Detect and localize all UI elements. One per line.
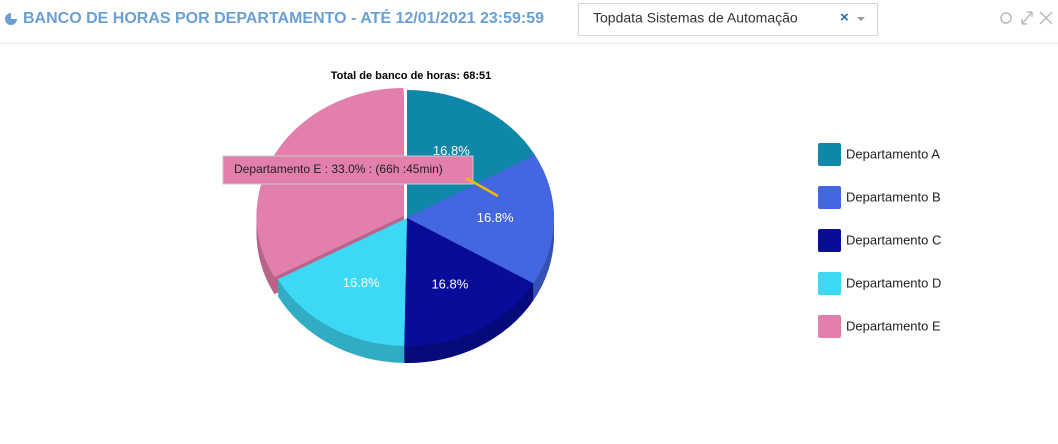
tooltip-text: Departamento E : 33.0% : (66h :45min) [234,162,443,176]
header-icon-cut [11,13,17,19]
pie: 16.8%16.8%16.8%16.8%33.0% [256,87,554,363]
close-icon[interactable] [1039,11,1053,25]
pie-slice [277,218,407,346]
legend-swatch [818,143,841,166]
legend-swatch [818,186,841,209]
legend-label: Departamento A [846,146,940,161]
legend-swatch [818,272,841,295]
tooltip-pointer [465,176,499,198]
value-label: 16.8% [431,277,468,292]
pie-slice [407,90,535,218]
clear-button[interactable]: × [840,9,849,26]
legend: Departamento A Departamento B Departamento… [818,143,941,338]
pie-slice [407,154,554,284]
legend-label: Departamento C [846,232,941,247]
legend-swatch [818,315,841,338]
legend-label: Departamento D [846,275,941,290]
value-label: 16.8% [433,143,470,158]
expand-icon[interactable] [1021,11,1033,25]
dropdown-arrow[interactable] [857,17,865,21]
value-label: 16.8% [343,275,380,290]
value-label: 16.8% [477,210,514,225]
legend-label: Departamento E [846,318,941,333]
company-select-text: Topdata Sistemas de Automação [593,10,798,26]
legend-swatch [818,229,841,252]
chart-title: Total de banco de horas: 68:51 [331,70,492,82]
tooltip: Departamento E : 33.0% : (66h :45min) [222,155,499,198]
refresh-icon[interactable] [1000,12,1012,24]
company-select[interactable] [578,3,878,36]
pie-slice [404,218,534,346]
tooltip-box [222,155,474,185]
legend-label: Departamento B [846,189,941,204]
header-title: BANCO DE HORAS POR DEPARTAMENTO - ATÉ 12… [23,8,544,27]
